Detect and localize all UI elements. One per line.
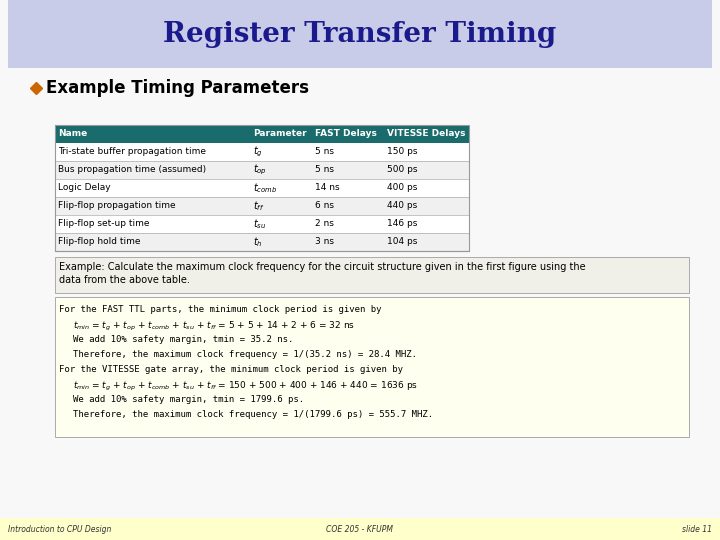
FancyBboxPatch shape	[55, 215, 469, 233]
FancyBboxPatch shape	[55, 257, 689, 293]
Text: $t_{min}$ = $t_g$ + $t_{op}$ + $t_{comb}$ + $t_{su}$ + $t_{ff}$ = 150 + 500 + 40: $t_{min}$ = $t_g$ + $t_{op}$ + $t_{comb}…	[73, 380, 418, 393]
Text: Introduction to CPU Design: Introduction to CPU Design	[8, 524, 112, 534]
Text: 5 ns: 5 ns	[315, 147, 334, 157]
Text: We add 10% safety margin, tmin = 1799.6 ps.: We add 10% safety margin, tmin = 1799.6 …	[73, 395, 304, 404]
Text: 500 ps: 500 ps	[387, 165, 418, 174]
Text: FAST Delays: FAST Delays	[315, 130, 377, 138]
Text: Example Timing Parameters: Example Timing Parameters	[46, 79, 309, 97]
Text: $t_{su}$: $t_{su}$	[253, 217, 266, 231]
Text: data from the above table.: data from the above table.	[59, 275, 190, 285]
Text: slide 11: slide 11	[682, 524, 712, 534]
Text: Example: Calculate the maximum clock frequency for the circuit structure given i: Example: Calculate the maximum clock fre…	[59, 262, 585, 272]
Text: We add 10% safety margin, tmin = 35.2 ns.: We add 10% safety margin, tmin = 35.2 ns…	[73, 335, 293, 344]
Text: Register Transfer Timing: Register Transfer Timing	[163, 21, 557, 48]
FancyBboxPatch shape	[55, 297, 689, 437]
FancyBboxPatch shape	[0, 518, 720, 540]
Text: Name: Name	[58, 130, 87, 138]
Text: Bus propagation time (assumed): Bus propagation time (assumed)	[58, 165, 206, 174]
Text: $t_g$: $t_g$	[253, 145, 263, 159]
FancyBboxPatch shape	[55, 179, 469, 197]
Text: Flip-flop set-up time: Flip-flop set-up time	[58, 219, 150, 228]
Text: 440 ps: 440 ps	[387, 201, 418, 211]
Text: For the FAST TTL parts, the minimum clock period is given by: For the FAST TTL parts, the minimum cloc…	[59, 305, 382, 314]
Text: 14 ns: 14 ns	[315, 184, 340, 192]
FancyBboxPatch shape	[55, 197, 469, 215]
Text: Logic Delay: Logic Delay	[58, 184, 111, 192]
Text: Flip-flop hold time: Flip-flop hold time	[58, 238, 140, 246]
Text: 146 ps: 146 ps	[387, 219, 418, 228]
Text: Therefore, the maximum clock frequency = 1/(35.2 ns) = 28.4 MHZ.: Therefore, the maximum clock frequency =…	[73, 350, 417, 359]
Text: 2 ns: 2 ns	[315, 219, 334, 228]
FancyBboxPatch shape	[55, 233, 469, 251]
FancyBboxPatch shape	[55, 161, 469, 179]
Text: For the VITESSE gate array, the minimum clock period is given by: For the VITESSE gate array, the minimum …	[59, 365, 403, 374]
Text: 3 ns: 3 ns	[315, 238, 334, 246]
FancyBboxPatch shape	[55, 125, 469, 143]
Text: $t_h$: $t_h$	[253, 235, 263, 249]
Text: $t_{comb}$: $t_{comb}$	[253, 181, 277, 195]
FancyBboxPatch shape	[55, 143, 469, 161]
Text: $t_{ff}$: $t_{ff}$	[253, 199, 264, 213]
Text: $t_{min}$ = $t_g$ + $t_{op}$ + $t_{comb}$ + $t_{su}$ + $t_{ff}$ = 5 + 5 + 14 + 2: $t_{min}$ = $t_g$ + $t_{op}$ + $t_{comb}…	[73, 320, 355, 333]
Text: 5 ns: 5 ns	[315, 165, 334, 174]
FancyBboxPatch shape	[8, 0, 712, 68]
Text: 400 ps: 400 ps	[387, 184, 418, 192]
Text: COE 205 - KFUPM: COE 205 - KFUPM	[326, 524, 394, 534]
Text: 6 ns: 6 ns	[315, 201, 334, 211]
Text: 150 ps: 150 ps	[387, 147, 418, 157]
Text: 104 ps: 104 ps	[387, 238, 418, 246]
Text: Therefore, the maximum clock frequency = 1/(1799.6 ps) = 555.7 MHZ.: Therefore, the maximum clock frequency =…	[73, 410, 433, 419]
Text: Tri-state buffer propagation time: Tri-state buffer propagation time	[58, 147, 206, 157]
Text: Flip-flop propagation time: Flip-flop propagation time	[58, 201, 176, 211]
Text: Parameter: Parameter	[253, 130, 307, 138]
Text: $t_{op}$: $t_{op}$	[253, 163, 267, 177]
Text: VITESSE Delays: VITESSE Delays	[387, 130, 466, 138]
